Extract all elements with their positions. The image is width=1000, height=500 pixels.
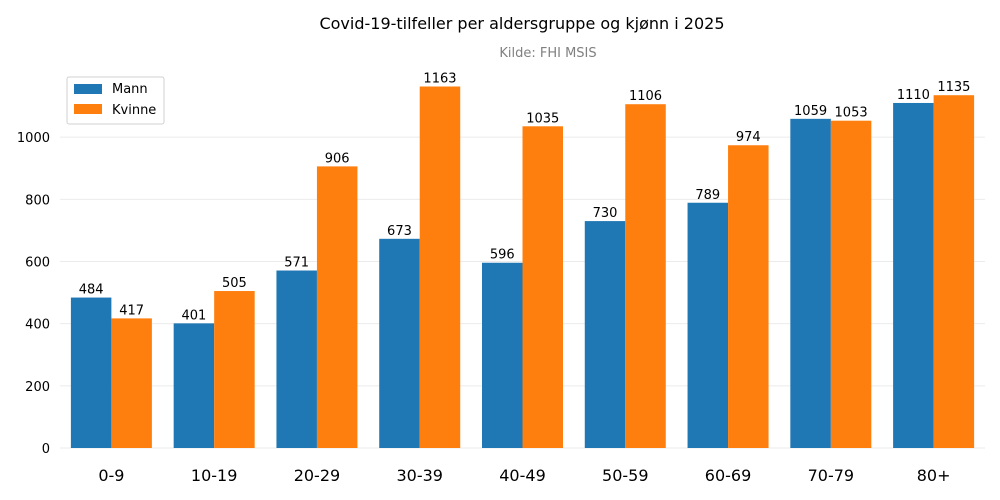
data-label-kvinne-0-9: 417 — [119, 303, 144, 318]
bar-kvinne-80+ — [933, 95, 975, 449]
data-labels: 484 417 401 505 571 906 673 1163 596 1035 730 1106 7… — [79, 72, 971, 324]
bar-kvinne-0-9 — [111, 318, 152, 448]
bar-kvinne-40-49 — [522, 126, 563, 448]
data-label-kvinne-50-59: 1106 — [629, 89, 662, 104]
bar-mann-50-59 — [584, 221, 626, 448]
data-label-mann-60-69: 789 — [695, 188, 720, 203]
data-label-mann-20-29: 571 — [284, 256, 309, 271]
x-tick-label-50-59: 50-59 — [602, 466, 649, 485]
bar-mann-30-39 — [379, 238, 420, 448]
data-label-mann-80+: 1110 — [897, 88, 930, 103]
x-tick-label-40-49: 40-49 — [499, 466, 546, 485]
data-label-kvinne-30-39: 1163 — [423, 72, 456, 87]
chart-subtitle: Kilde: FHI MSIS — [499, 46, 596, 61]
data-label-kvinne-70-79: 1053 — [835, 106, 868, 121]
data-label-mann-40-49: 596 — [490, 248, 515, 263]
bar-mann-70-79 — [790, 118, 831, 448]
data-label-kvinne-20-29: 906 — [325, 151, 350, 166]
data-label-kvinne-80+: 1135 — [937, 80, 970, 95]
chart-title: Covid-19-tilfeller per aldersgruppe og k… — [319, 14, 724, 33]
bar-mann-0-9 — [70, 297, 112, 448]
bar-mann-40-49 — [482, 262, 523, 448]
data-label-kvinne-60-69: 974 — [736, 130, 761, 145]
x-tick-label-30-39: 30-39 — [396, 466, 443, 485]
legend-swatch-kvinne — [74, 104, 102, 114]
legend-swatch-mann — [74, 84, 102, 94]
x-tick-label-10-19: 10-19 — [191, 466, 238, 485]
x-axis-ticks: 0-9 10-19 20-29 30-39 40-49 50-59 60-69 70-79 80… — [98, 466, 950, 485]
bar-kvinne-30-39 — [419, 86, 461, 449]
bar-kvinne-50-59 — [625, 104, 666, 449]
bar-mann-80+ — [893, 102, 934, 448]
y-tick-label-1000: 1000 — [17, 131, 50, 146]
y-tick-label-200: 200 — [25, 380, 50, 395]
bar-mann-60-69 — [687, 202, 729, 448]
x-tick-label-0-9: 0-9 — [98, 466, 124, 485]
data-label-mann-70-79: 1059 — [794, 104, 827, 119]
y-tick-label-600: 600 — [25, 256, 50, 271]
bar-kvinne-20-29 — [316, 166, 358, 448]
y-tick-label-800: 800 — [25, 193, 50, 208]
data-label-mann-0-9: 484 — [79, 283, 104, 298]
data-label-mann-10-19: 401 — [182, 308, 207, 323]
x-tick-label-70-79: 70-79 — [808, 466, 855, 485]
x-tick-label-60-69: 60-69 — [705, 466, 752, 485]
x-tick-label-20-29: 20-29 — [294, 466, 341, 485]
y-axis-ticks: 0 200 400 600 800 1000 — [17, 131, 50, 457]
bars — [70, 86, 975, 449]
data-label-mann-50-59: 730 — [593, 206, 618, 221]
y-tick-label-400: 400 — [25, 318, 50, 333]
data-label-kvinne-40-49: 1035 — [526, 111, 559, 126]
legend-label-kvinne: Kvinne — [112, 103, 156, 118]
bar-mann-20-29 — [276, 270, 317, 448]
y-tick-label-0: 0 — [42, 442, 50, 457]
bar-kvinne-10-19 — [214, 291, 255, 448]
data-label-kvinne-10-19: 505 — [222, 276, 247, 291]
legend-label-mann: Mann — [112, 82, 148, 97]
legend: Mann Kvinne — [66, 76, 165, 125]
x-tick-label-80+: 80+ — [917, 466, 951, 485]
bar-mann-10-19 — [173, 323, 215, 448]
bar-kvinne-70-79 — [830, 120, 872, 448]
bar-kvinne-60-69 — [728, 145, 769, 448]
data-label-mann-30-39: 673 — [387, 224, 412, 239]
